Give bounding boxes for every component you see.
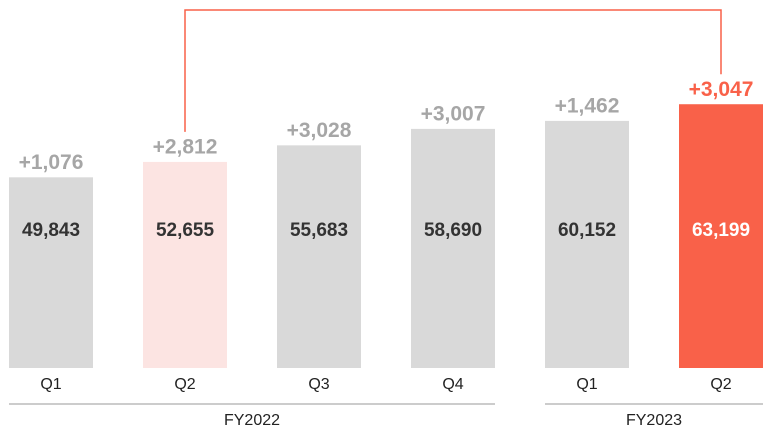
bar: [679, 104, 763, 368]
value-label: 60,152: [558, 220, 616, 241]
bar: [9, 177, 93, 368]
bar: [277, 145, 361, 368]
x-tick-label: Q1: [40, 376, 61, 393]
x-tick-label: Q2: [174, 376, 195, 393]
bar: [411, 128, 495, 368]
x-tick-label: Q2: [710, 376, 731, 393]
value-label: 49,843: [22, 220, 80, 241]
group-label: FY2022: [224, 412, 280, 429]
value-label: 55,683: [290, 220, 348, 241]
delta-label: +3,007: [421, 102, 486, 125]
delta-label: +1,462: [555, 94, 620, 117]
delta-label: +3,047: [689, 78, 754, 101]
bar: [143, 161, 227, 368]
group-label: FY2023: [626, 412, 682, 429]
connector: [184, 9, 722, 132]
delta-label: +3,028: [287, 119, 352, 142]
x-tick-label: Q3: [308, 376, 329, 393]
value-label: 58,690: [424, 220, 482, 241]
bar: [545, 120, 629, 368]
delta-label: +2,812: [153, 135, 218, 158]
value-label: 63,199: [692, 220, 750, 241]
x-tick-label: Q4: [442, 376, 463, 393]
value-label: 52,655: [156, 220, 215, 241]
delta-label: +1,076: [19, 151, 84, 174]
x-tick-label: Q1: [576, 376, 597, 393]
